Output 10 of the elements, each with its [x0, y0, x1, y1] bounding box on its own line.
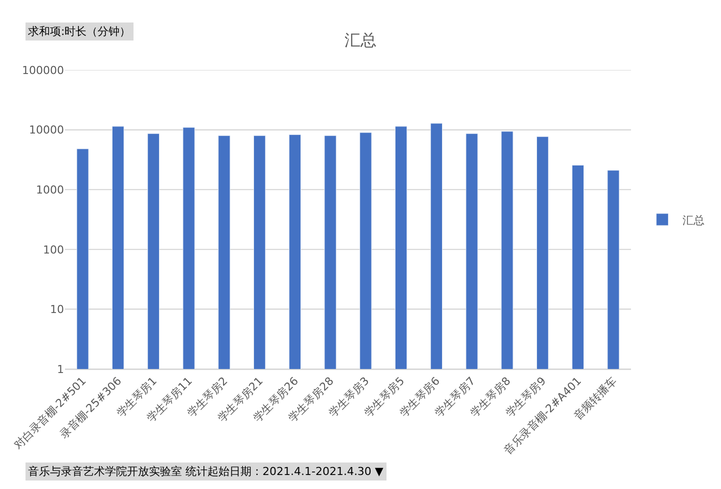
text: 音乐与录音艺术学院开放实验室 统计起始日期：2021.4.1-2021.4.30 ▼: [28, 465, 384, 478]
chart-title: 汇总: [344, 30, 376, 50]
text: 求和项:时长（分钟）: [28, 25, 131, 38]
y-tick-label: 100000: [22, 64, 64, 77]
y-tick-label: 10: [50, 303, 64, 316]
legend-label: 汇总: [682, 214, 704, 227]
y-tick-label: 1000: [36, 183, 64, 196]
y-tick-label: 10000: [29, 124, 64, 137]
y-tick-label: 1: [57, 362, 64, 376]
y-tick-label: 100: [43, 243, 64, 256]
